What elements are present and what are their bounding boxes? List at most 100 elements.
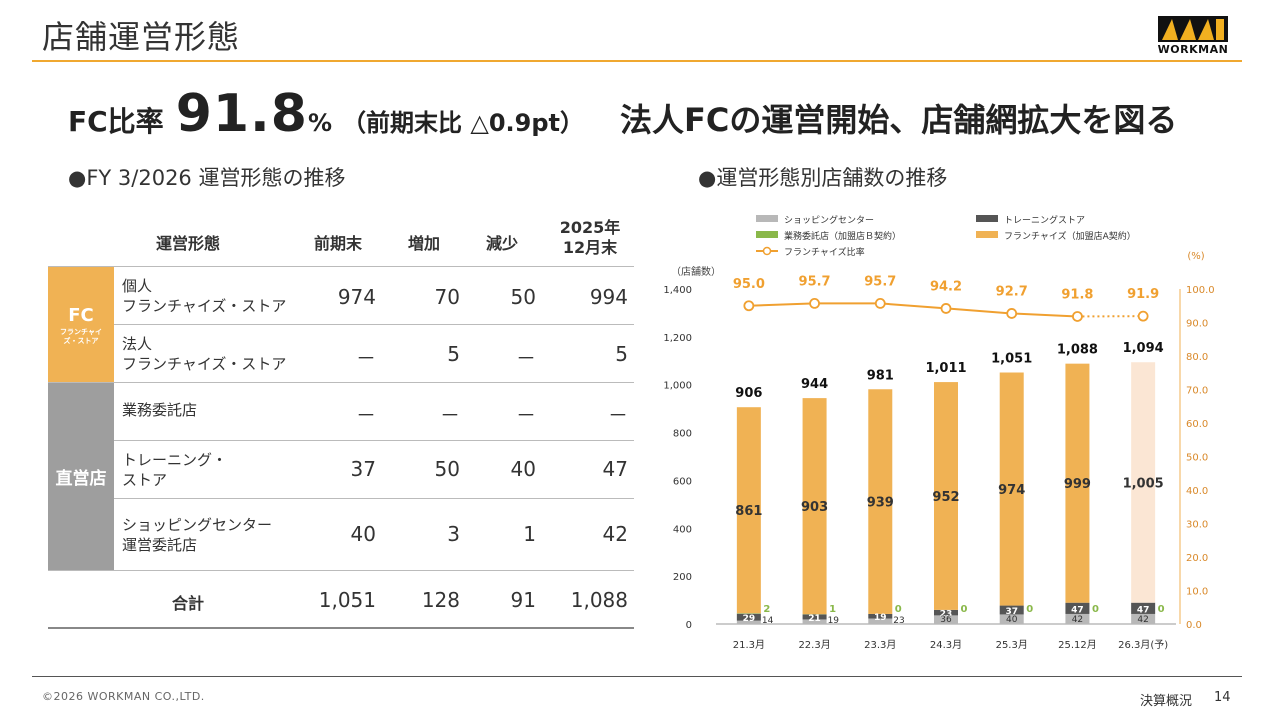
- fc-ratio-point: [1137, 310, 1149, 322]
- bar-sc-label: 42: [1137, 615, 1148, 625]
- bar-training-label: 21: [808, 614, 821, 624]
- bar-fc-label: 999: [1064, 477, 1091, 492]
- bar-sc: [999, 614, 1024, 624]
- table-bottom-line: [48, 627, 634, 629]
- row-label: ショッピングセンター 運営委託店: [122, 516, 273, 554]
- page-number: 14: [1214, 690, 1231, 705]
- bar-fc-label: 903: [801, 500, 828, 515]
- y-left-tick: 200: [673, 572, 692, 583]
- y-right-tick: 40.0: [1186, 486, 1208, 497]
- bar-total-label: 1,094: [1123, 341, 1164, 356]
- bar-sc-label: 19: [828, 616, 840, 626]
- bar-training: [999, 605, 1024, 615]
- y-right-tick: 0.0: [1186, 620, 1202, 631]
- bar-gyomu-label: 1: [829, 604, 836, 615]
- fc-ratio-point: [874, 298, 886, 309]
- row-divider: [114, 324, 634, 325]
- x-tick: 24.3月: [930, 639, 962, 651]
- x-tick: 21.3月: [733, 639, 765, 651]
- bar-training-label: 29: [743, 614, 756, 624]
- cell-prev: 37: [350, 457, 376, 481]
- fc-ratio-label: 92.7: [996, 284, 1028, 299]
- table-section-title: ●FY 3/2026 運営形態の推移: [68, 166, 346, 190]
- cell-decrease: －: [516, 346, 536, 370]
- header-prev: 前期末: [313, 234, 362, 253]
- y-left-tick: 1,400: [663, 285, 692, 296]
- bar-total-label: 981: [867, 368, 894, 383]
- y-right-tick: 80.0: [1186, 352, 1208, 363]
- header-decrease: 減少: [485, 234, 518, 253]
- bar-sc-label: 23: [893, 616, 904, 626]
- row-label: 法人 フランチャイズ・ストア: [122, 335, 287, 373]
- cell-prev: 974: [337, 285, 376, 309]
- bar-total-label: 1,088: [1057, 343, 1098, 358]
- fc-ratio-point: [743, 300, 755, 312]
- legend-label: 業務委託店（加盟店Ｂ契約）: [784, 230, 901, 242]
- cell-increase: －: [440, 403, 460, 427]
- bar-sc: [934, 615, 958, 624]
- fc-ratio-label: 91.9: [1127, 287, 1159, 302]
- bar-fc-label: 939: [867, 496, 894, 511]
- y-left-tick: 800: [673, 429, 692, 440]
- y-right-unit: (%): [1187, 251, 1204, 262]
- y-right-tick: 60.0: [1186, 419, 1208, 430]
- y-right-tick: 100.0: [1186, 285, 1215, 296]
- x-tick: 26.3月(予): [1118, 639, 1168, 651]
- bar-training: [868, 613, 893, 619]
- bar-training-label: 19: [874, 613, 887, 623]
- total-decrease: 91: [510, 588, 536, 612]
- fc-ratio-label: 95.7: [799, 274, 831, 289]
- cell-decrease: 40: [510, 457, 536, 481]
- fc-ratio-unit: %: [308, 109, 333, 137]
- total-current: 1,088: [570, 588, 628, 612]
- table-header-line: [48, 266, 634, 267]
- x-tick: 25.3月: [996, 639, 1028, 651]
- page-title: 店舗運営形態: [42, 18, 241, 56]
- cell-current: 47: [602, 457, 628, 481]
- group-fc: FC フランチャイズ・ストア: [48, 267, 114, 383]
- total-prev: 1,051: [318, 588, 376, 612]
- header-format: 運営形態: [155, 234, 220, 253]
- y-left-tick: 1,200: [663, 333, 692, 344]
- bar-sc-label: 40: [1006, 615, 1018, 625]
- cell-prev: －: [356, 403, 376, 427]
- bar-training-label: 47: [1137, 605, 1150, 615]
- cell-current: －: [608, 403, 628, 427]
- bar-gyomu-label: 0: [1092, 604, 1099, 615]
- x-tick: 22.3月: [798, 639, 830, 651]
- bar-fc-label: 1,005: [1123, 476, 1164, 491]
- bar-total-label: 1,011: [925, 361, 966, 376]
- headline: FC比率 91.8 % （前期末比 △0.9pt） 法人FCの運営開始、店舗網拡…: [68, 84, 1177, 144]
- bar-training-label: 23: [940, 610, 953, 620]
- legend-marker: [762, 246, 772, 256]
- bar-sc: [1131, 613, 1156, 624]
- footer-section-label: 決算概況: [1140, 694, 1193, 709]
- legend-label: フランチャイズ比率: [784, 246, 865, 258]
- bar-sc-label: 14: [762, 616, 774, 626]
- bar-fc: [934, 382, 958, 610]
- bar-fc: [999, 372, 1024, 606]
- cell-increase: 70: [434, 285, 460, 309]
- fc-ratio-label: 94.2: [930, 279, 962, 294]
- bar-fc: [802, 398, 827, 615]
- bar-fc: [1065, 363, 1090, 603]
- store-format-table: 運営形態 前期末 増加 減少 2025年 12月末 FC フランチャイズ・ストア…: [48, 208, 634, 630]
- fc-ratio-label: 95.7: [864, 274, 896, 289]
- row-divider: [48, 570, 634, 571]
- legend-label: フランチャイズ（加盟店A契約）: [1004, 230, 1136, 242]
- bar-training: [1131, 602, 1156, 614]
- y-left-tick: 400: [673, 524, 692, 535]
- cell-current: 994: [589, 285, 628, 309]
- bar-sc: [736, 620, 761, 624]
- y-left-tick: 600: [673, 476, 692, 487]
- fc-ratio-line: [748, 302, 1078, 318]
- bar-total-label: 944: [801, 377, 828, 392]
- footer-divider: [32, 676, 1242, 677]
- header-current: 2025年 12月末: [559, 218, 621, 257]
- y-left-tick: 0: [686, 620, 692, 631]
- fc-ratio-point: [1072, 311, 1083, 322]
- bar-sc: [1065, 613, 1090, 624]
- bar-training: [1065, 602, 1090, 614]
- y-right-tick: 20.0: [1186, 553, 1208, 564]
